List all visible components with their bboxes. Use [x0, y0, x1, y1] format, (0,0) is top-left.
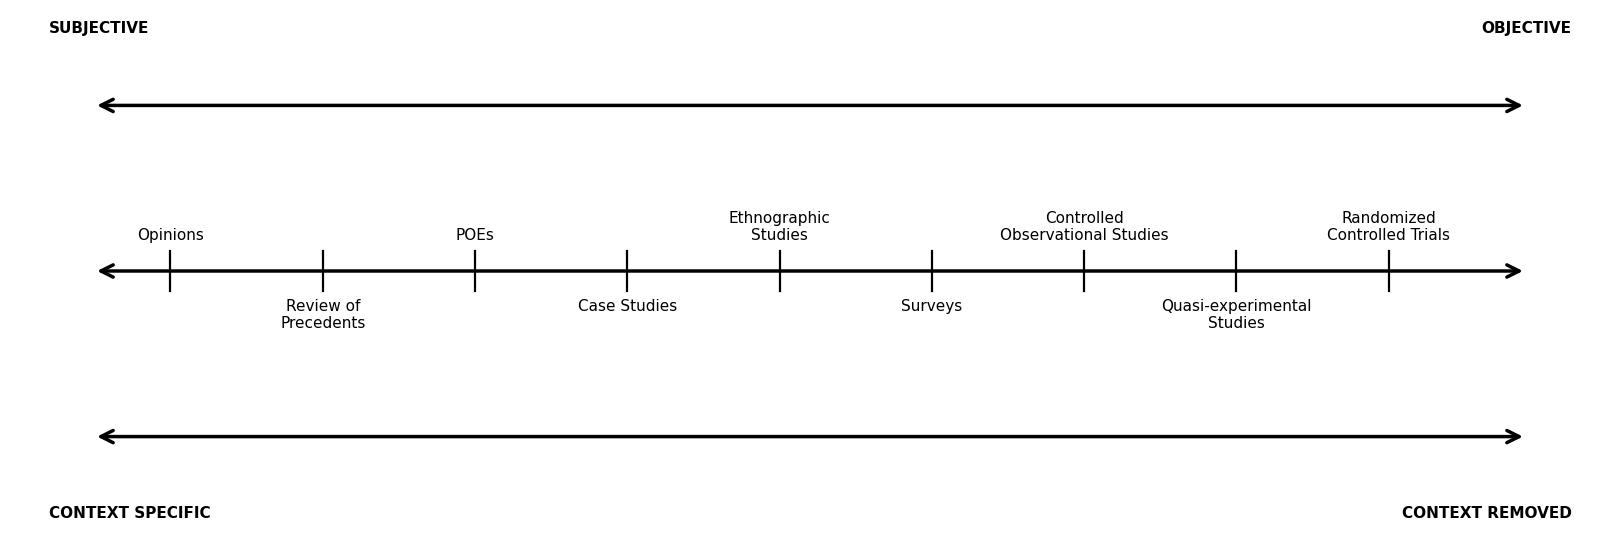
- Text: SUBJECTIVE: SUBJECTIVE: [49, 21, 149, 36]
- Text: OBJECTIVE: OBJECTIVE: [1481, 21, 1571, 36]
- Text: CONTEXT REMOVED: CONTEXT REMOVED: [1401, 506, 1571, 521]
- Text: Controlled
Observational Studies: Controlled Observational Studies: [1000, 211, 1168, 243]
- Text: Randomized
Controlled Trials: Randomized Controlled Trials: [1327, 211, 1450, 243]
- Text: Case Studies: Case Studies: [578, 299, 677, 314]
- Text: Opinions: Opinions: [138, 228, 204, 243]
- Text: CONTEXT SPECIFIC: CONTEXT SPECIFIC: [49, 506, 211, 521]
- Text: Review of
Precedents: Review of Precedents: [280, 299, 366, 331]
- Text: Ethnographic
Studies: Ethnographic Studies: [729, 211, 831, 243]
- Text: Quasi-experimental
Studies: Quasi-experimental Studies: [1162, 299, 1312, 331]
- Text: Surveys: Surveys: [901, 299, 962, 314]
- Text: POEs: POEs: [455, 228, 494, 243]
